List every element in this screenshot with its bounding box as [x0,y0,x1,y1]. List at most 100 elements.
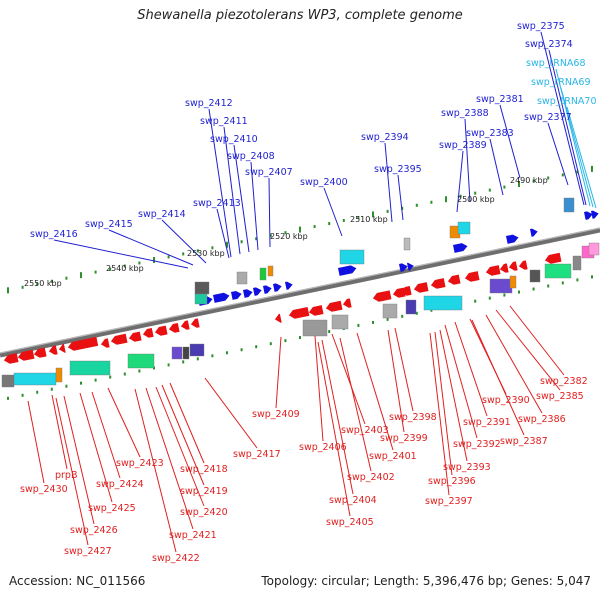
reverse-gene-arrow[interactable] [342,298,352,308]
forward-gene-arrow[interactable] [530,228,538,237]
gene-label-lower[interactable]: swp_2425 [88,503,136,514]
gene-label-lower[interactable]: swp_2396 [428,476,476,487]
gene-label-lower[interactable]: swp_2422 [152,553,200,564]
gene-label-lower[interactable]: swp_2406 [299,442,347,453]
gene-label-lower[interactable]: swp_2399 [380,433,428,444]
gene-label-lower[interactable]: swp_2386 [518,414,566,425]
gene-label-upper[interactable]: swp_2377 [524,112,572,123]
gene-label-upper[interactable]: swp_2414 [138,209,186,220]
reverse-gene-arrow[interactable] [58,343,66,354]
gene-label-upper[interactable]: swp_2410 [210,134,258,145]
reverse-gene-arrow[interactable] [17,349,35,362]
forward-gene-arrow[interactable] [263,284,272,294]
forward-gene-arrow[interactable] [453,242,468,253]
reverse-gene-arrow[interactable] [485,265,501,277]
gene-label-upper[interactable]: swp_2412 [185,98,233,109]
gene-label-lower[interactable]: swp_2426 [70,525,118,536]
gene-label-upper[interactable]: swp_2408 [227,151,275,162]
reverse-gene-arrow[interactable] [308,305,324,317]
reverse-gene-arrow[interactable] [430,278,446,290]
reverse-gene-arrow[interactable] [325,300,343,313]
gene-label-upper[interactable]: swp_2388 [441,108,489,119]
gene-label-lower[interactable]: swp_2419 [180,486,228,497]
gene-label-upper[interactable]: swp_2413 [193,198,241,209]
reverse-gene-arrow[interactable] [168,322,180,334]
forward-gene-arrow[interactable] [399,262,408,272]
reverse-gene-arrow[interactable] [544,252,562,265]
forward-gene-arrow[interactable] [253,286,262,296]
gene-label-upper[interactable]: swp_2415 [85,219,133,230]
reverse-gene-arrow[interactable] [400,285,412,297]
forward-gene-arrow[interactable] [591,210,599,219]
reverse-gene-arrow[interactable] [3,353,19,365]
forward-gene-arrow[interactable] [285,281,293,290]
gene-label-lower[interactable]: swp_2390 [482,395,530,406]
gene-label-upper[interactable]: swp_tRNA68 [526,58,586,69]
gene-label-upper[interactable]: swp_2383 [466,128,514,139]
gene-label-lower[interactable]: swp_2421 [169,530,217,541]
gene-label-lower[interactable]: swp_2392 [453,439,501,450]
gene-label-upper[interactable]: swp_2389 [439,140,487,151]
gene-label-upper[interactable]: swp_2381 [476,94,524,105]
reverse-gene-arrow[interactable] [413,282,429,294]
gene-label-upper[interactable]: swp_2411 [200,116,248,127]
gene-label-upper[interactable]: swp_2407 [245,167,293,178]
gene-label-lower[interactable]: swp_2401 [369,451,417,462]
reverse-gene-arrow[interactable] [508,261,518,271]
gene-label-lower[interactable]: swp_2391 [463,417,511,428]
gene-label-lower[interactable]: swp_2405 [326,517,374,528]
reverse-gene-arrow[interactable] [180,320,190,330]
gene-label-upper[interactable]: swp_2374 [525,39,573,50]
gene-label-lower[interactable]: swp_2423 [116,458,164,469]
gene-label-lower[interactable]: swp_2403 [341,425,389,436]
reverse-gene-arrow[interactable] [190,318,200,328]
reverse-gene-arrow[interactable] [518,260,528,270]
reverse-gene-arrow[interactable] [274,313,282,324]
reverse-gene-arrow[interactable] [464,271,480,283]
gene-label-upper[interactable]: swp_2400 [300,177,348,188]
gene-label-lower[interactable]: swp_2382 [540,376,588,387]
gene-label-lower[interactable]: swp_2409 [252,409,300,420]
reverse-gene-arrow[interactable] [33,347,47,359]
gene-label-upper[interactable]: swp_2394 [361,132,409,143]
reverse-gene-arrow[interactable] [128,331,142,343]
gene-label-lower[interactable]: swp_2397 [425,496,473,507]
forward-gene-arrow[interactable] [584,210,593,220]
gene-label-upper[interactable]: swp_2395 [374,164,422,175]
gene-label-lower[interactable]: swp_2420 [180,507,228,518]
gene-label-lower[interactable]: swp_2424 [96,479,144,490]
forward-gene-arrow[interactable] [338,264,357,276]
reverse-gene-arrow[interactable] [48,345,58,355]
gene-label-upper[interactable]: swp_tRNA69 [531,77,591,88]
reverse-gene-arrow[interactable] [447,274,461,286]
gene-label-lower[interactable]: swp_2393 [443,462,491,473]
gene-label-lower[interactable]: swp_2418 [180,464,228,475]
forward-gene-arrow[interactable] [273,282,282,292]
gene-label-lower[interactable]: swp_2398 [389,412,437,423]
gene-label-lower[interactable]: prpB [55,470,77,481]
reverse-gene-arrow[interactable] [154,325,168,337]
gene-label-lower[interactable]: swp_2404 [329,495,377,506]
reverse-gene-arrow[interactable] [67,336,99,352]
gene-label-lower[interactable]: swp_2402 [347,472,395,483]
reverse-gene-arrow[interactable] [110,333,128,346]
gene-label-upper[interactable]: swp_2375 [517,21,565,32]
reverse-gene-arrow[interactable] [288,306,310,320]
gene-label-upper[interactable]: swp_2416 [30,229,78,240]
forward-gene-arrow[interactable] [243,288,253,298]
forward-gene-arrow[interactable] [213,292,230,303]
forward-gene-arrow[interactable] [506,234,519,244]
gene-label-lower[interactable]: swp_2417 [233,449,281,460]
gene-label-upper[interactable]: swp_tRNA70 [537,96,597,107]
reverse-gene-arrow[interactable] [499,263,509,273]
reverse-gene-arrow[interactable] [392,287,406,299]
reverse-gene-arrow[interactable] [372,290,392,302]
gene-label-lower[interactable]: swp_2427 [64,546,112,557]
reverse-gene-arrow[interactable] [142,327,154,339]
reverse-gene-arrow[interactable] [100,338,110,348]
gene-label-lower[interactable]: swp_2387 [500,436,548,447]
gene-label-lower[interactable]: swp_2385 [536,391,584,402]
forward-gene-arrow[interactable] [231,290,242,300]
forward-gene-arrow[interactable] [407,262,414,271]
gene-label-lower[interactable]: swp_2430 [20,484,68,495]
